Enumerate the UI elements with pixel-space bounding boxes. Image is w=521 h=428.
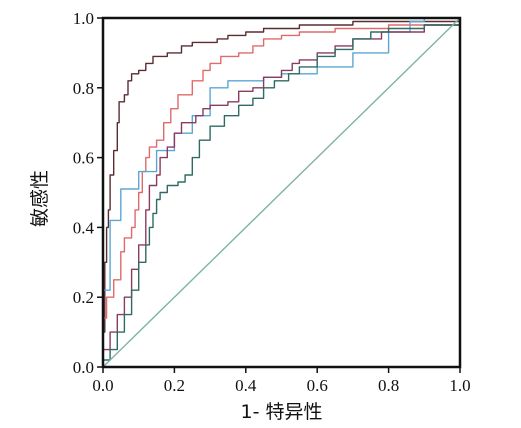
y-tick-label: 0.6 [73,149,94,168]
x-tick-label: 0.4 [235,376,257,395]
y-tick-label: 0.4 [73,218,95,237]
y-tick-label: 1.0 [73,9,94,28]
x-tick-label: 0.8 [378,376,399,395]
y-tick-label: 0.2 [73,288,94,307]
roc-curve-5 [102,18,461,367]
reference-diagonal [102,17,461,368]
series-layer [102,17,461,368]
y-axis-label: 敏感性 [29,170,51,227]
roc-curve-3 [102,17,460,367]
plot-frame [101,16,462,369]
x-tick-label: 0.6 [307,376,328,395]
x-tick-label: 1.0 [449,376,470,395]
roc-curve-1 [102,18,461,367]
roc-curve-2 [102,18,461,367]
y-tick-label: 0.0 [73,358,94,377]
x-axis-label: 1- 特异性 [241,401,323,423]
roc-curve-4 [102,18,461,367]
ticks-layer: 0.00.0 0.2 0.2 0.4 0.4 0.6 0.6 0.8 0.8 1.0 1.0 [73,9,471,395]
y-tick-label: 0.8 [73,79,94,98]
x-tick-label: 0.0 [92,376,113,395]
x-tick-label: 0.2 [164,376,185,395]
